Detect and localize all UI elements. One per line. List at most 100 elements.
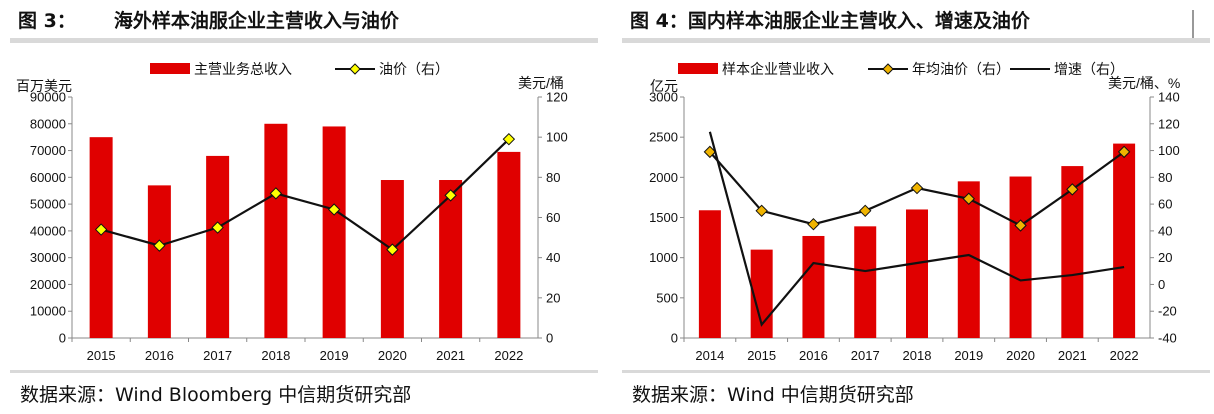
- diamond-marker: [859, 204, 872, 218]
- x-tick-label: 2018: [261, 348, 290, 363]
- x-tick-label: 2015: [87, 348, 116, 363]
- diamond-marker: [807, 217, 820, 231]
- right-axis-unit: 美元/桶、%: [1108, 75, 1180, 91]
- x-tick-label: 2016: [799, 348, 828, 363]
- right-tick-label: 100: [546, 130, 568, 145]
- figure-3-source: 数据来源：Wind Bloomberg 中信期货研究部: [20, 384, 412, 406]
- right-tick-label: 20: [546, 290, 560, 305]
- figure-4-title-text: 国内样本油服企业主营收入、增速及油价: [687, 10, 1030, 32]
- bar: [89, 137, 113, 338]
- figure-4-panel: 图 4：国内样本油服企业主营收入、增速及油价 0 500 1000 1500 2000 2…: [622, 0, 1212, 414]
- x-tick-label: 2018: [903, 348, 932, 363]
- x-tick-label: 2015: [747, 348, 776, 363]
- diamond-marker: [1066, 183, 1079, 196]
- right-tick-label: 120: [1158, 116, 1180, 131]
- x-tick-label: 2021: [436, 348, 465, 363]
- right-tick-label: 20: [1158, 250, 1172, 265]
- figure-3-chart: 0 10000 20000 30000 40000 50000 60000 70000 8000…: [16, 61, 568, 363]
- legend-label: 增速（右）: [1054, 61, 1124, 77]
- figure-4-number: 图 4：: [630, 10, 688, 32]
- x-tick-label: 2014: [695, 348, 724, 363]
- figure-3-number: 图 3：: [18, 10, 76, 32]
- right-tick-label: 100: [1158, 143, 1180, 158]
- x-tick-label: 2020: [1006, 348, 1035, 363]
- legend-marker-swatch: [349, 63, 361, 75]
- left-tick-label: 10000: [30, 304, 66, 319]
- x-tick-label: 2021: [1058, 348, 1087, 363]
- legend-label: 主营业务总收入: [194, 61, 292, 77]
- series-line: [708, 131, 1125, 327]
- right-tick-label: -20: [1158, 304, 1177, 319]
- x-tick-label: 2017: [851, 348, 880, 363]
- diamond-marker: [211, 221, 224, 234]
- bar: [854, 226, 877, 338]
- x-tick-label: 2022: [494, 348, 523, 363]
- right-tick-label: 60: [546, 210, 560, 225]
- left-tick-label: 50000: [30, 197, 66, 212]
- bar: [439, 180, 463, 338]
- figure-4-source: 数据来源：Wind 中信期货研究部: [632, 384, 914, 406]
- left-tick-label: 30000: [30, 250, 66, 265]
- bar: [802, 235, 825, 338]
- bar: [264, 123, 288, 339]
- bar: [698, 210, 721, 338]
- legend-label: 油价（右）: [379, 61, 449, 77]
- left-tick-label: 0: [671, 331, 678, 346]
- right-tick-label: 40: [1158, 223, 1172, 238]
- diamond-marker: [1014, 219, 1027, 232]
- diamond-marker: [327, 203, 341, 216]
- left-axis-unit: 亿元: [650, 78, 678, 94]
- x-tick-label: 2022: [1110, 348, 1139, 363]
- left-tick-label: 70000: [30, 143, 66, 158]
- x-tick-label: 2020: [378, 348, 407, 363]
- right-tick-label: 120: [546, 90, 568, 105]
- bar: [1009, 176, 1032, 338]
- diamond-marker: [386, 243, 399, 256]
- left-tick-label: 1500: [649, 210, 678, 225]
- left-tick-label: 80000: [30, 116, 66, 131]
- legend-marker-swatch: [882, 63, 894, 75]
- right-tick-label: -40: [1158, 331, 1177, 346]
- left-tick-label: 20000: [30, 277, 66, 292]
- left-tick-label: 2500: [649, 130, 678, 145]
- left-tick-label: 1000: [649, 250, 678, 265]
- diamond-marker: [444, 189, 457, 202]
- bar: [906, 209, 928, 338]
- legend-label: 样本企业营业收入: [722, 61, 834, 77]
- x-tick-label: 2016: [145, 348, 174, 363]
- x-tick-label: 2017: [203, 348, 232, 363]
- right-tick-label: 0: [1158, 277, 1165, 292]
- bar: [380, 180, 404, 338]
- figure-3-title-text: 海外样本油服企业主营收入与油价: [113, 10, 399, 32]
- left-tick-label: 2000: [649, 170, 678, 185]
- figure-4-title: 图 4：国内样本油服企业主营收入、增速及油价: [630, 6, 1030, 33]
- left-tick-label: 60000: [30, 170, 66, 185]
- diamond-marker: [1117, 145, 1131, 159]
- bar: [147, 185, 171, 338]
- diamond-marker: [153, 239, 166, 252]
- source-divider: [622, 370, 1210, 373]
- diamond-marker: [755, 204, 768, 218]
- right-axis-unit: 美元/桶: [518, 75, 564, 91]
- bar: [322, 126, 346, 338]
- diamond-marker: [269, 187, 283, 200]
- legend-label: 年均油价（右）: [912, 61, 1010, 77]
- x-tick-label: 2019: [954, 348, 983, 363]
- title-divider: [622, 38, 1210, 43]
- x-tick-label: 2019: [320, 348, 349, 363]
- bar: [1061, 166, 1084, 338]
- right-tick-label: 80: [546, 170, 560, 185]
- diamond-marker: [502, 132, 516, 146]
- source-divider: [10, 370, 598, 373]
- bar: [497, 151, 521, 338]
- right-tick-label: 140: [1158, 90, 1180, 105]
- series-line: [100, 138, 510, 252]
- bar: [957, 181, 980, 338]
- legend-bar-swatch: [150, 63, 190, 74]
- bar: [1113, 143, 1136, 338]
- bar: [750, 249, 773, 338]
- corner-rule: [1192, 10, 1194, 40]
- left-tick-label: 500: [656, 290, 678, 305]
- left-tick-label: 90000: [30, 90, 66, 105]
- right-tick-label: 80: [1158, 170, 1172, 185]
